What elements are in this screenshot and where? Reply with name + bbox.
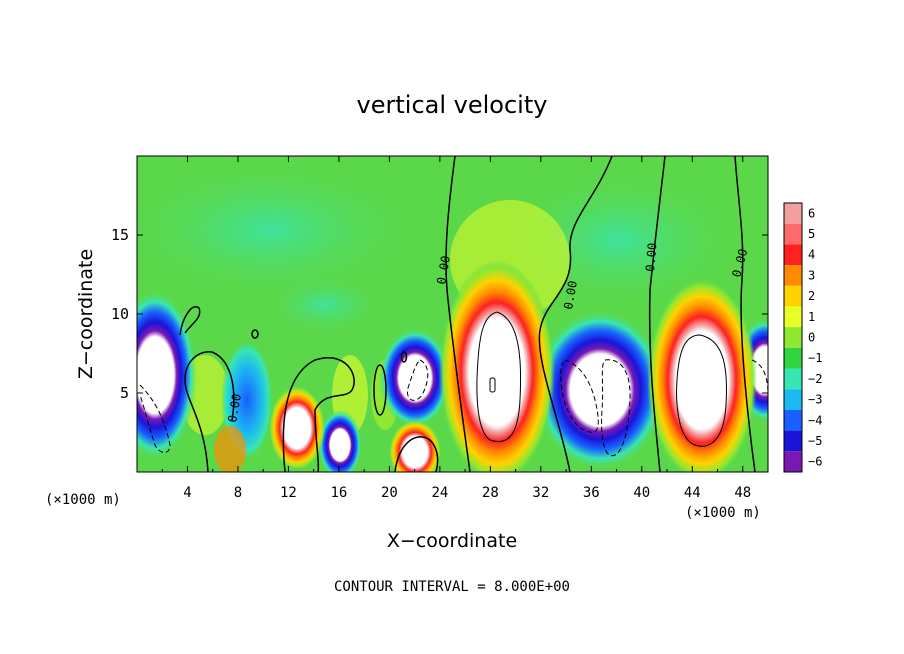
x-axis-label: X−coordinate [387,530,517,552]
zero-contour-line [400,351,408,363]
x-unit-right: (×1000 m) [685,505,761,521]
updraft-44 [647,278,757,472]
colorbar-swatch [784,430,802,452]
inner-contour-line [676,334,727,447]
cyan-patch [265,275,385,335]
colorbar-label: 3 [808,268,815,282]
velocity-field: 0.00 0.00 0.00 0.00 0.00 [136,155,769,473]
colorbar-label: 2 [808,289,815,303]
zero-contour-line [538,156,613,472]
colorbar-label: −5 [808,434,822,448]
colorbar-swatch [784,389,802,410]
zero-contour-line [445,156,471,472]
colorbar-swatch [784,451,802,472]
colorbar-swatch [784,409,802,431]
negative-contour-line [601,359,631,457]
colorbar-swatch [784,265,802,286]
cyan-patch [137,160,420,300]
x-tick-label: 44 [684,485,701,501]
x-ticks: 4 8 12 16 20 24 28 32 36 40 44 48 [161,156,751,501]
colorbar-label: −4 [808,413,822,427]
x-tick-label: 4 [183,485,191,501]
colorbar-swatch [784,327,802,348]
negative-contours [139,359,768,457]
downdraft [379,328,451,428]
contour-label: 0.00 [434,255,453,286]
zero-contour-line [184,351,235,472]
colorbar-label: −2 [808,372,822,386]
negative-contour-line [406,359,429,401]
y-tick-label: 5 [120,384,129,402]
downdraft-center [534,310,666,470]
x-tick-label: 28 [482,485,499,501]
colorbar-label: 6 [808,206,815,220]
x-tick-label: 48 [734,485,751,501]
x-tick-label: 8 [234,485,242,501]
colorbar-frame [783,202,803,473]
colorbar-swatch [784,285,802,307]
contour-label: 0.00 [561,280,580,311]
x-tick-label: 20 [381,485,398,501]
colorbar-swatch [784,223,802,245]
y-tick-label: 10 [111,305,129,323]
downdraft [318,410,362,472]
updraft-22 [389,420,441,472]
chart-title: vertical velocity [357,91,548,119]
zero-contour-line [282,357,355,472]
y-tick-label: 15 [111,226,129,244]
updraft-8 [214,426,246,472]
zero-contour-line [394,436,439,472]
colorbar-label: −1 [808,351,822,365]
y-axis-label: Z−coordinate [75,249,97,379]
zero-contours [179,156,756,472]
x-tick-label: 32 [532,485,549,501]
x-unit-left: (×1000 m) [45,492,121,508]
contour-label: 0.00 [225,393,244,424]
colorbar-label: 4 [808,248,815,262]
inner-contour-line [476,311,522,443]
colorbar-label: 5 [808,227,815,241]
colorbar: 6 5 4 3 2 1 0 −1 −2 −3 −4 −5 −6 [783,202,822,473]
negative-contour-line [139,384,171,453]
updraft-28 [439,260,555,472]
inner-contour-line [489,377,496,393]
zero-contour-line [648,156,666,472]
colorbar-label: −3 [808,393,822,407]
contour-interval-note: CONTOUR INTERVAL = 8.000E+00 [334,579,570,595]
downdraft-left [137,290,197,460]
x-tick-label: 16 [330,485,347,501]
x-tick-label: 12 [280,485,297,501]
x-tick-label: 40 [633,485,650,501]
colorbar-swatch [784,368,802,390]
colorbar-swatch [784,306,802,328]
inner-contours [476,311,727,447]
updraft-12 [269,386,325,470]
field-shading [137,160,768,472]
x-tick-label: 36 [583,485,600,501]
colorbar-label: 1 [808,310,815,324]
colorbar-swatch [784,244,802,266]
zero-contour-line [734,156,756,472]
colorbar-swatch [784,203,802,224]
colorbar-label: −6 [808,455,822,469]
contour-label: 0.00 [643,242,659,272]
contour-labels: 0.00 0.00 0.00 0.00 0.00 [225,242,750,423]
x-tick-label: 24 [431,485,448,501]
colorbar-label: 0 [808,331,815,345]
negative-contour-line [560,359,599,433]
negative-contour-line [751,359,768,396]
zero-contour-line [179,306,201,336]
zero-contour-line [373,364,387,416]
zero-contour-line [251,329,259,339]
colorbar-swatch [784,347,802,369]
y-ticks: 5 10 15 [111,226,768,402]
